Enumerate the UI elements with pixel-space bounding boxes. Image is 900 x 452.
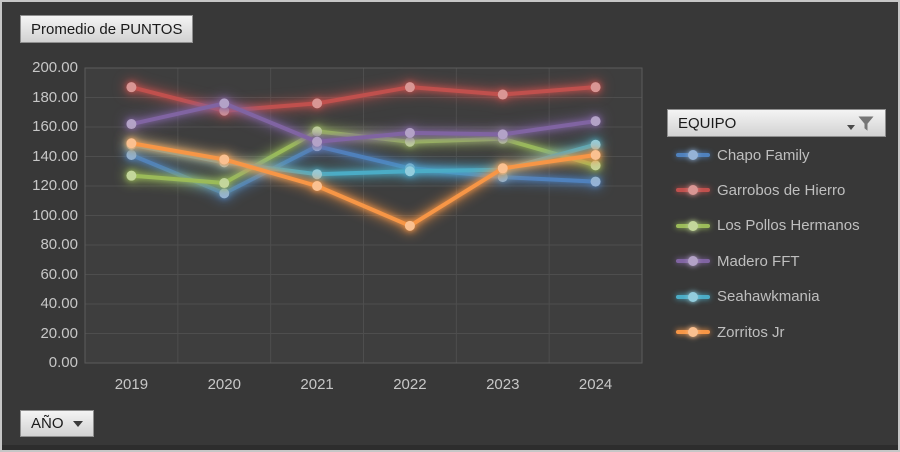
data-point bbox=[404, 220, 415, 231]
y-axis-tick-label: 20.00 bbox=[40, 324, 78, 342]
legend-marker-dot bbox=[688, 150, 698, 160]
legend-marker-dot bbox=[688, 220, 698, 231]
data-point bbox=[590, 160, 601, 171]
data-point bbox=[590, 150, 601, 161]
chevron-down-icon bbox=[72, 420, 83, 427]
x-axis-tick-label: 2023 bbox=[486, 376, 520, 393]
legend-label: Chapo Family bbox=[717, 146, 810, 164]
series-line bbox=[129, 101, 598, 144]
data-point bbox=[219, 98, 230, 109]
y-axis-tick-label: 160.00 bbox=[32, 118, 78, 135]
data-point bbox=[312, 136, 323, 147]
legend-label: Zorritos Jr bbox=[717, 323, 785, 341]
data-point bbox=[404, 166, 415, 177]
data-point bbox=[312, 98, 323, 109]
data-point bbox=[126, 82, 137, 93]
legend-marker-dot bbox=[688, 291, 698, 302]
data-point bbox=[590, 82, 601, 93]
legend-swatch bbox=[676, 150, 710, 160]
series-line bbox=[129, 144, 598, 196]
data-point bbox=[590, 116, 601, 127]
axis-field-label: AÑO bbox=[31, 415, 64, 432]
series-line bbox=[129, 141, 598, 228]
y-axis-tick-label: 60.00 bbox=[40, 265, 78, 283]
legend-marker-dot bbox=[688, 256, 698, 267]
legend-swatch bbox=[676, 185, 710, 196]
legend-swatch bbox=[676, 291, 710, 302]
legend-label: Garrobos de Hierro bbox=[717, 181, 846, 199]
legend-item: Madero FFT bbox=[676, 249, 800, 273]
data-point bbox=[312, 181, 323, 191]
y-axis-tick-label: 120.00 bbox=[32, 177, 78, 194]
legend-swatch bbox=[676, 220, 710, 231]
data-point bbox=[126, 138, 137, 149]
axis-field-button[interactable]: AÑO bbox=[20, 410, 94, 437]
y-axis-tick-label: 0.00 bbox=[48, 354, 78, 371]
legend-item: Garrobos de Hierro bbox=[676, 178, 845, 202]
legend-label: Los Pollos Hermanos bbox=[717, 217, 860, 235]
window-edge bbox=[2, 445, 898, 450]
data-point bbox=[219, 178, 230, 189]
data-point bbox=[497, 172, 508, 183]
data-point bbox=[219, 154, 230, 165]
data-point bbox=[497, 163, 508, 174]
legend-field-label: EQUIPO bbox=[678, 114, 737, 132]
x-axis-tick-label: 2020 bbox=[207, 376, 241, 393]
legend-marker-dot bbox=[688, 185, 698, 196]
data-point bbox=[590, 176, 601, 187]
data-point bbox=[404, 136, 415, 147]
series-madero-fft bbox=[126, 98, 601, 147]
chevron-down-icon bbox=[847, 124, 855, 130]
filter-icon bbox=[847, 115, 875, 132]
x-axis-tick-label: 2021 bbox=[300, 376, 334, 393]
series-zorritos-jr bbox=[126, 138, 601, 231]
plot-border bbox=[84, 67, 643, 364]
y-axis-tick-label: 80.00 bbox=[40, 236, 78, 253]
data-point bbox=[312, 169, 323, 180]
y-axis-tick-label: 40.00 bbox=[40, 295, 78, 312]
y-axis-tick-label: 180.00 bbox=[32, 88, 78, 106]
data-point bbox=[126, 119, 137, 130]
legend-swatch bbox=[676, 256, 710, 267]
data-point bbox=[497, 89, 508, 100]
x-axis-tick-label: 2019 bbox=[114, 376, 149, 393]
legend-swatch bbox=[676, 327, 710, 337]
values-field-button[interactable]: Promedio de PUNTOS bbox=[20, 15, 194, 43]
data-point bbox=[404, 82, 415, 93]
y-axis-tick-label: 200.00 bbox=[32, 59, 78, 76]
data-point bbox=[126, 170, 137, 181]
data-point bbox=[590, 139, 601, 150]
legend-label: Seahawkmania bbox=[717, 288, 820, 306]
data-point bbox=[497, 129, 508, 140]
legend-label: Madero FFT bbox=[717, 252, 800, 270]
x-axis-tick-label: 2024 bbox=[578, 376, 613, 393]
legend-field-button[interactable]: EQUIPO bbox=[667, 109, 886, 137]
data-point bbox=[404, 127, 415, 138]
legend-item: Los Pollos Hermanos bbox=[676, 214, 860, 238]
x-axis-tick-label: 2022 bbox=[393, 376, 427, 393]
data-point bbox=[219, 188, 230, 199]
legend-marker-dot bbox=[688, 327, 698, 337]
legend-item: Zorritos Jr bbox=[676, 320, 785, 344]
legend-item: Chapo Family bbox=[676, 143, 810, 167]
data-point bbox=[126, 150, 137, 161]
data-point bbox=[312, 126, 323, 137]
funnel-icon bbox=[858, 116, 874, 131]
y-axis-tick-label: 140.00 bbox=[32, 147, 78, 165]
legend-item: Seahawkmania bbox=[676, 285, 820, 309]
y-axis-tick-label: 100.00 bbox=[32, 206, 78, 224]
data-point bbox=[219, 105, 230, 116]
